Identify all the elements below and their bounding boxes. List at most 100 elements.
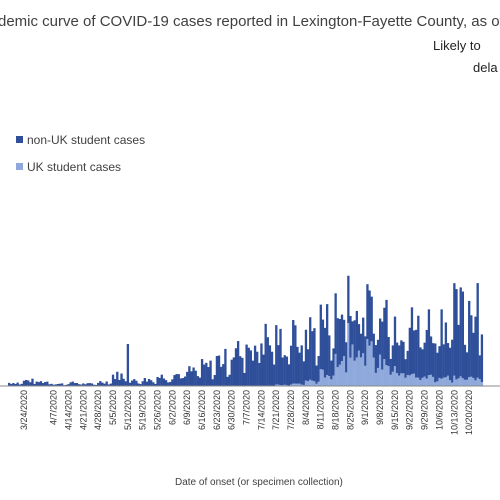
bar-non-uk-student-cases — [241, 357, 244, 386]
bar-non-uk-student-cases — [33, 383, 36, 386]
bar-non-uk-student-cases — [457, 324, 460, 379]
bar-uk-student-cases — [457, 378, 460, 386]
bar-uk-student-cases — [480, 381, 484, 386]
bar-non-uk-student-cases — [152, 382, 155, 386]
bar-uk-student-cases — [372, 357, 375, 386]
bar-uk-student-cases — [289, 384, 293, 386]
bar-non-uk-student-cases — [211, 379, 214, 386]
bar-uk-student-cases — [410, 374, 414, 386]
bar-non-uk-student-cases — [270, 351, 274, 386]
bar-uk-student-cases — [334, 353, 337, 386]
bar-non-uk-student-cases — [192, 367, 195, 386]
x-tick-label: 6/9/2020 — [182, 390, 192, 425]
bar-non-uk-student-cases — [256, 351, 259, 386]
bar-non-uk-student-cases — [395, 342, 399, 374]
bar-non-uk-student-cases — [474, 316, 477, 381]
bar-uk-student-cases — [366, 339, 369, 386]
x-tick-label: 9/8/2020 — [375, 390, 385, 425]
x-tick-label: 6/23/2020 — [212, 390, 222, 430]
bar-non-uk-student-cases — [258, 362, 261, 386]
bar-non-uk-student-cases — [205, 362, 208, 386]
bar-non-uk-student-cases — [470, 315, 473, 377]
bar-non-uk-student-cases — [50, 383, 53, 386]
bar-non-uk-student-cases — [71, 381, 74, 386]
bar-non-uk-student-cases — [306, 349, 310, 382]
bar-non-uk-student-cases — [393, 316, 397, 367]
bar-non-uk-student-cases — [82, 383, 85, 386]
bar-non-uk-student-cases — [296, 346, 299, 384]
bar-non-uk-student-cases — [156, 376, 159, 386]
bar-uk-student-cases — [374, 372, 378, 386]
bar-non-uk-student-cases — [362, 317, 365, 354]
bar-non-uk-student-cases — [328, 335, 331, 376]
bar-non-uk-student-cases — [35, 381, 38, 386]
bar-non-uk-student-cases — [249, 350, 252, 386]
bar-uk-student-cases — [370, 341, 373, 386]
bar-non-uk-student-cases — [171, 379, 174, 386]
bar-uk-student-cases — [292, 383, 295, 386]
bar-non-uk-student-cases — [101, 382, 104, 386]
bar-non-uk-student-cases — [355, 310, 358, 358]
bar-non-uk-student-cases — [133, 379, 136, 386]
bar-uk-student-cases — [421, 377, 424, 386]
bar-non-uk-student-cases — [419, 347, 422, 381]
bar-non-uk-student-cases — [398, 345, 401, 376]
bar-uk-student-cases — [296, 383, 299, 386]
bar-non-uk-student-cases — [243, 372, 246, 386]
bar-non-uk-student-cases — [226, 376, 229, 386]
bar-non-uk-student-cases — [253, 345, 257, 386]
bar-non-uk-student-cases — [476, 283, 479, 378]
x-tick-label: 7/7/2020 — [242, 390, 252, 425]
bar-non-uk-student-cases — [147, 379, 151, 386]
bar-non-uk-student-cases — [183, 376, 187, 386]
bar-non-uk-student-cases — [158, 377, 161, 386]
delay-note-line-2: dela — [473, 60, 498, 75]
bar-non-uk-student-cases — [368, 290, 371, 346]
bar-non-uk-student-cases — [264, 323, 267, 386]
bar-non-uk-student-cases — [169, 381, 172, 386]
x-tick-label: 10/6/2020 — [434, 390, 444, 430]
bar-non-uk-student-cases — [203, 364, 206, 386]
bar-uk-student-cases — [357, 350, 361, 386]
bar-non-uk-student-cases — [58, 383, 62, 386]
bar-uk-student-cases — [400, 373, 403, 386]
bar-uk-student-cases — [330, 379, 333, 386]
bar-non-uk-student-cases — [417, 315, 420, 378]
bar-non-uk-student-cases — [143, 378, 146, 386]
bar-uk-student-cases — [440, 378, 443, 386]
bar-uk-student-cases — [376, 367, 380, 386]
bar-non-uk-student-cases — [177, 374, 180, 386]
bar-uk-student-cases — [283, 384, 286, 386]
bar-non-uk-student-cases — [463, 344, 467, 380]
bar-uk-student-cases — [332, 375, 335, 386]
bar-uk-student-cases — [340, 361, 344, 386]
x-tick-label: 7/28/2020 — [286, 390, 296, 430]
bar-non-uk-student-cases — [44, 382, 47, 386]
bar-non-uk-student-cases — [94, 384, 98, 386]
bar-non-uk-student-cases — [429, 336, 433, 375]
bar-non-uk-student-cases — [200, 359, 204, 386]
bar-non-uk-student-cases — [232, 357, 236, 386]
x-tick-label: 7/21/2020 — [271, 390, 281, 430]
bar-non-uk-student-cases — [128, 382, 132, 386]
bar-non-uk-student-cases — [381, 321, 384, 370]
x-tick-label: 4/28/2020 — [93, 390, 103, 430]
bar-uk-student-cases — [317, 381, 320, 386]
x-tick-label: 9/29/2020 — [420, 390, 430, 430]
bar-non-uk-student-cases — [103, 383, 106, 386]
bar-non-uk-student-cases — [65, 384, 68, 386]
bar-non-uk-student-cases — [359, 333, 363, 358]
bar-uk-student-cases — [304, 380, 308, 386]
bar-non-uk-student-cases — [139, 384, 142, 386]
bar-non-uk-student-cases — [12, 383, 15, 386]
x-tick-label: 4/21/2020 — [78, 390, 88, 430]
bar-non-uk-student-cases — [408, 327, 411, 376]
bar-non-uk-student-cases — [268, 345, 272, 386]
bar-uk-student-cases — [459, 376, 462, 386]
x-tick-label: 5/26/2020 — [152, 390, 162, 430]
x-tick-label: 8/18/2020 — [331, 390, 341, 430]
bar-non-uk-student-cases — [446, 343, 450, 376]
bar-non-uk-student-cases — [48, 384, 51, 386]
bar-non-uk-student-cases — [236, 341, 240, 386]
bar-non-uk-student-cases — [141, 381, 144, 386]
